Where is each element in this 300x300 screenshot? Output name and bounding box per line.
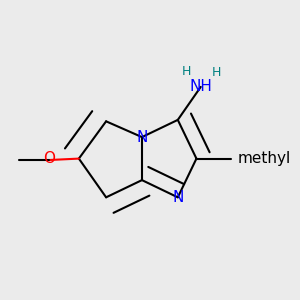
Text: NH: NH [189,80,212,94]
Text: H: H [182,64,191,78]
Text: N: N [172,190,184,205]
Text: methyl: methyl [238,151,291,166]
Text: H: H [212,66,221,79]
Text: O: O [43,151,55,166]
Text: N: N [136,130,148,145]
